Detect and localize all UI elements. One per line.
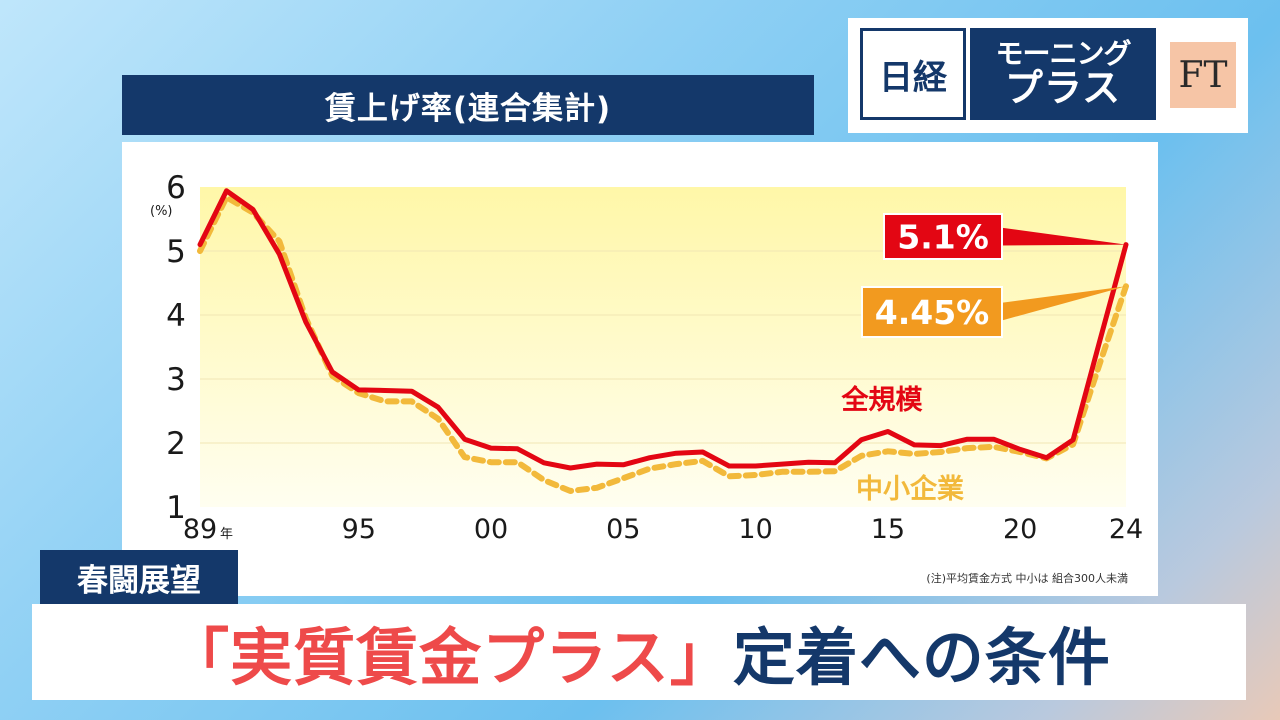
callout-sme-pointer: [1000, 286, 1126, 321]
series-line-sme: [197, 194, 1129, 494]
x-tick-year-suffix: 年: [220, 527, 233, 542]
x-tick-label: 15: [871, 514, 905, 545]
morning-plus-logo: モーニング プラス: [970, 28, 1156, 120]
segment-tag-label: 春闘展望: [77, 562, 201, 599]
y-tick-label: 6: [166, 170, 186, 206]
y-tick-label: 4: [166, 298, 186, 334]
x-tick-label: 20: [1003, 514, 1037, 545]
headline-highlight: 「実質賃金プラス」: [167, 621, 733, 694]
chart-note: (注)平均賃金方式 中小は 組合300人未満: [926, 571, 1128, 585]
segment-tag: 春闘展望: [40, 550, 238, 604]
ft-logo: FT: [1170, 42, 1236, 108]
y-tick-label: 2: [166, 426, 186, 462]
nikkei-logo: 日経: [860, 28, 966, 120]
headline-rest: 定着への条件: [732, 621, 1111, 694]
y-axis-unit: (%): [150, 204, 173, 219]
callout-all-scale-label: 5.1%: [897, 218, 989, 257]
series-label-all-scale: 全規模: [841, 384, 923, 416]
x-tick-label: 95: [342, 514, 376, 545]
wage-increase-chart: 1 2 3 4 5 6 89 年 95 00 05 10 15 20 24 (%) 5.1% 4.45% 全…: [150, 170, 1143, 585]
y-tick-label: 5: [166, 234, 186, 270]
x-tick-label: 10: [738, 514, 772, 545]
callout-sme-box: [861, 286, 1003, 338]
chart-panel: 1 2 3 4 5 6 89 年 95 00 05 10 15 20 24 (%) 5.1% 4.45% 全…: [122, 142, 1158, 596]
headline-bar: 「実質賃金プラス」 定着への条件: [32, 604, 1246, 700]
program-logo: 日経 モーニング プラス FT: [848, 18, 1248, 133]
callout-sme-label: 4.45%: [875, 293, 990, 332]
callout-all-scale-pointer: [1000, 227, 1126, 246]
callout-all-scale-box: [883, 213, 1003, 260]
y-tick-label: 3: [166, 362, 186, 398]
x-tick-label: 89: [183, 514, 217, 545]
series-line-all-scale: [197, 188, 1129, 471]
logo-show-line1: モーニング: [995, 37, 1131, 71]
y-tick-label: 1: [166, 490, 186, 526]
chart-title: 賃上げ率(連合集計): [324, 90, 612, 127]
x-tick-label: 05: [606, 514, 640, 545]
logo-show-line2: プラス: [1004, 65, 1122, 110]
chart-title-bar: 賃上げ率(連合集計): [122, 75, 814, 135]
series-label-sme: 中小企業: [856, 473, 964, 505]
x-tick-label: 00: [474, 514, 508, 545]
x-tick-label: 24: [1109, 514, 1143, 545]
